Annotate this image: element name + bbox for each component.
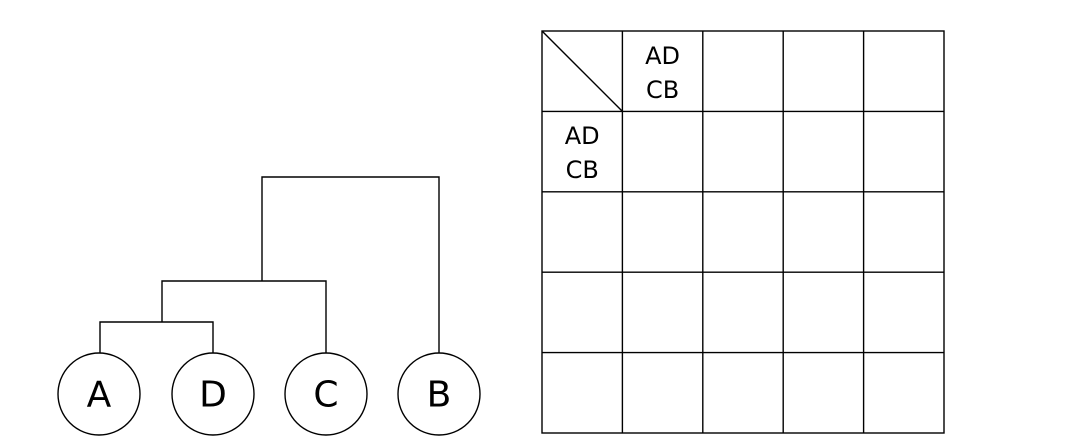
column-header-line1: AD <box>645 42 680 70</box>
leaf-node-c: C <box>284 352 368 436</box>
leaf-circle <box>397 352 481 436</box>
leaf-circle <box>171 352 255 436</box>
leaf-label: B <box>427 375 452 416</box>
column-header-line2: CB <box>646 76 679 104</box>
merge-branch-ad-c <box>161 280 327 353</box>
corner-diagonal <box>541 30 623 112</box>
dendrogram: A D C B <box>57 176 481 436</box>
leaf-circle <box>57 352 141 436</box>
leaf-node-b: B <box>397 352 481 436</box>
leaf-label: C <box>313 375 338 416</box>
leaf-node-d: D <box>171 352 255 436</box>
distance-matrix: AD CB AD CB <box>541 30 945 434</box>
leaf-label: D <box>199 375 227 416</box>
merge-branch-a-d <box>99 321 214 353</box>
row-header-ad-cb: AD CB <box>565 122 600 184</box>
matrix-border <box>541 30 945 434</box>
row-header-line2: CB <box>566 156 599 184</box>
column-header-ad-cb: AD CB <box>645 42 680 104</box>
leaf-label: A <box>87 375 112 416</box>
merge-branch-adc-b <box>261 176 440 353</box>
leaf-circle <box>284 352 368 436</box>
row-header-line1: AD <box>565 122 600 150</box>
leaf-node-a: A <box>57 352 141 436</box>
